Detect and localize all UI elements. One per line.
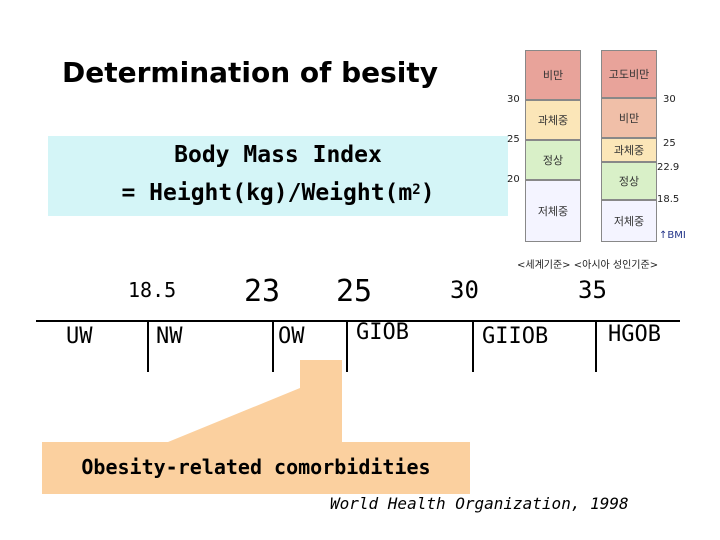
bmi-formula-box: Body Mass Index = Height(kg)/Weight(m2) [48,136,508,216]
category-giiob: GIIOB [482,324,549,349]
bmi-formula-title: Body Mass Index [174,142,382,168]
scale-divider-23 [272,320,274,372]
comorbidities-label: Obesity-related comorbidities [81,455,431,479]
cutoff-30: 30 [450,276,479,304]
table-caption: <세계기준> <아시아 성인기준> [517,260,659,271]
scale-divider-30 [472,320,474,372]
scale-divider-18-5 [147,320,149,372]
cutoff-25: 25 [336,274,373,309]
bmi-axis-label: ↑BMI [659,230,686,241]
category-uw: UW [66,324,93,349]
right-cell-obese: 비만 [601,98,657,138]
bmi-scale-line [36,320,680,322]
bmi-formula-prefix: = Height(kg)/Weight(m [121,180,413,206]
right-cell-underweight: 저체중 [601,200,657,242]
bmi-formula-equation: = Height(kg)/Weight(m2) [48,180,508,206]
right-tick-30: 30 [663,94,676,105]
bmi-formula-suffix: ) [420,180,435,206]
left-cell-overweight: 과체중 [525,100,581,140]
scale-divider-35 [595,320,597,372]
scale-divider-25 [346,320,348,372]
right-tick-25: 25 [663,138,676,149]
left-tick-30: 30 [507,94,520,105]
left-cell-obese: 비만 [525,50,581,100]
bmi-formula-superscript: 2 [412,182,421,198]
cutoff-35: 35 [578,276,607,304]
right-cell-severe-obese: 고도비만 [601,50,657,98]
left-tick-25: 25 [507,134,520,145]
category-hgob: HGOB [608,322,661,347]
reference-citation: World Health Organization, 1998 [330,494,629,513]
right-tick-22-9: 22.9 [657,162,680,173]
category-nw: NW [156,324,183,349]
category-giob: GIOB [356,320,409,345]
category-ow: OW [278,324,305,349]
page-title: Determination of besity [62,56,439,89]
right-cell-normal: 정상 [601,162,657,200]
right-cell-overweight: 과체중 [601,138,657,162]
cutoff-23: 23 [244,274,281,309]
cutoff-18-5: 18.5 [128,278,177,302]
left-cell-normal: 정상 [525,140,581,180]
comorbidities-box: Obesity-related comorbidities [42,442,470,494]
korean-bmi-table: 비만 과체중 정상 저체중 고도비만 비만 과체중 정상 저체중 30 25 2… [505,50,710,280]
right-tick-18-5: 18.5 [657,194,680,205]
left-cell-underweight: 저체중 [525,180,581,242]
left-tick-20: 20 [507,174,520,185]
